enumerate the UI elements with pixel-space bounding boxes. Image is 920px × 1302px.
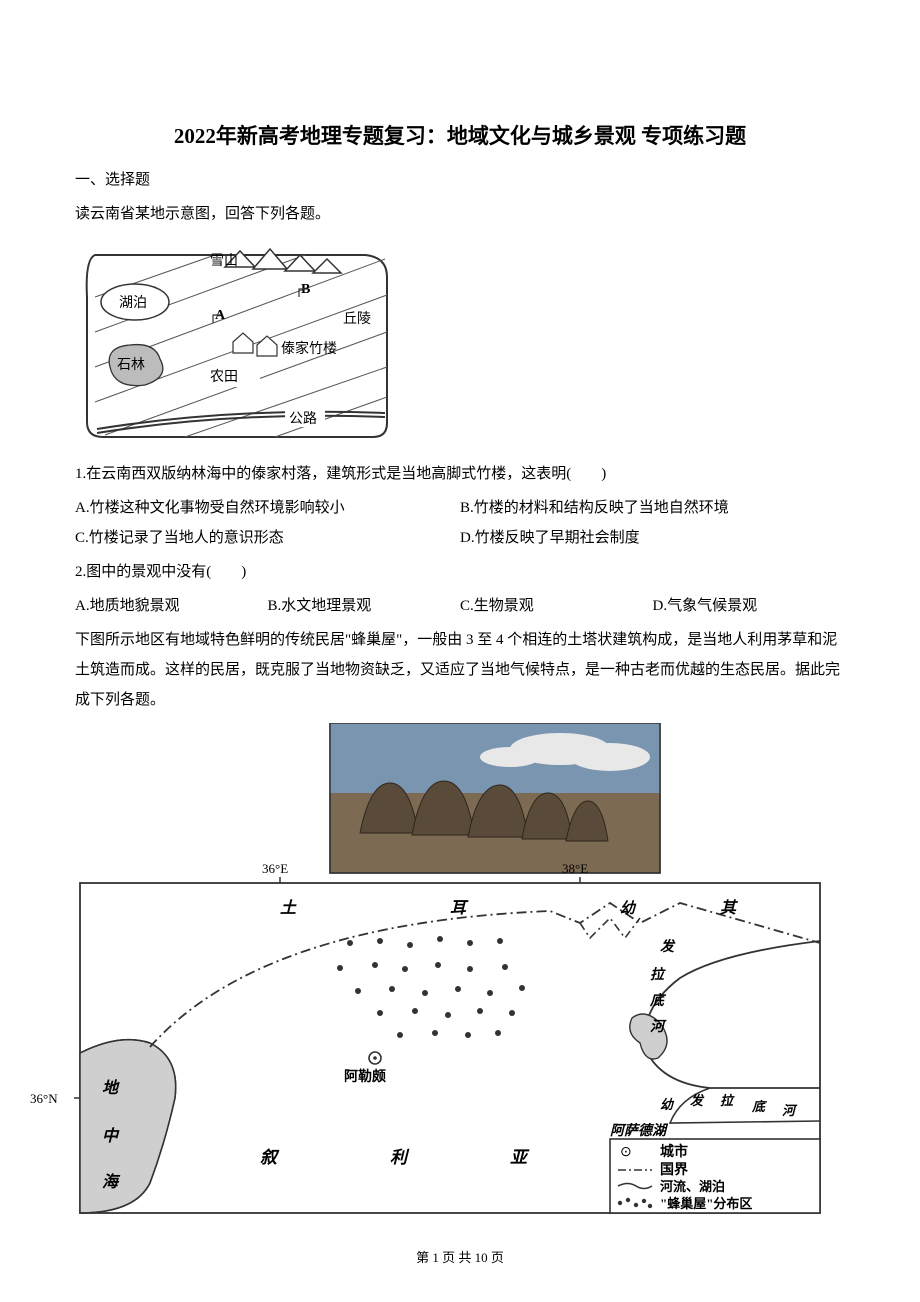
lbl-la: 拉 — [650, 966, 666, 983]
yunnan-map-svg: 雪山 湖泊 A B 石林 傣家竹楼 丘陵 农田 — [75, 237, 395, 447]
figure-2-beehive: 36°E 38°E 36°N 地 中 海 土 耳 — [20, 723, 845, 1223]
lbl-zhong: 中 — [102, 1127, 120, 1145]
label-farm: 农田 — [210, 369, 238, 385]
lbl-di: 地 — [102, 1079, 120, 1097]
q2-opt-d: D.气象气候景观 — [653, 591, 846, 621]
q1-opt-d: D.竹楼反映了早期社会制度 — [460, 523, 845, 553]
lbl-di3b: 拉 — [720, 1093, 735, 1108]
q2-opt-a: A.地质地貌景观 — [75, 591, 268, 621]
q1-opt-b: B.竹楼的材料和结构反映了当地自然环境 — [460, 493, 845, 523]
q1-stem: 1.在云南西双版纳林海中的傣家村落，建筑形式是当地高脚式竹楼，这表明( ) — [75, 459, 845, 489]
intro-text-1: 读云南省某地示意图，回答下列各题。 — [75, 199, 845, 229]
leg-city-sym: ⊙ — [620, 1145, 632, 1160]
q2-stem: 2.图中的景观中没有( ) — [75, 557, 845, 587]
page-title: 2022年新高考地理专题复习：地域文化与城乡景观 专项练习题 — [75, 120, 845, 150]
intro-text-2: 下图所示地区有地域特色鲜明的传统民居"蜂巢屋"，一般由 3 至 4 个相连的土塔… — [75, 625, 845, 715]
label-snow: 雪山 — [210, 253, 238, 269]
lbl-la2: 发 — [690, 1093, 705, 1108]
lbl-38E: 38°E — [562, 861, 588, 876]
q1-options: A.竹楼这种文化事物受自然环境影响较小 B.竹楼的材料和结构反映了当地自然环境 … — [75, 493, 845, 553]
leg-city: 城市 — [660, 1143, 688, 1160]
page-footer: 第 1 页 共 10 页 — [75, 1247, 845, 1266]
lbl-fa: 发 — [660, 938, 676, 955]
lbl-aleppo: 阿勒颇 — [344, 1068, 386, 1085]
leg-dist: "蜂巢屋"分布区 — [660, 1196, 752, 1211]
lbl-you: 幼 — [620, 900, 637, 917]
lbl-fa2: 幼 — [660, 1097, 675, 1112]
q1-opt-c: C.竹楼记录了当地人的意识形态 — [75, 523, 460, 553]
beehive-svg: 36°E 38°E 36°N 地 中 海 土 耳 — [20, 723, 840, 1223]
exam-page: 2022年新高考地理专题复习：地域文化与城乡景观 专项练习题 一、选择题 读云南… — [0, 0, 920, 1296]
lbl-36E: 36°E — [262, 861, 288, 876]
q1-opt-a: A.竹楼这种文化事物受自然环境影响较小 — [75, 493, 460, 523]
label-house: 傣家竹楼 — [281, 340, 337, 357]
q2-opt-c: C.生物景观 — [460, 591, 653, 621]
figure-1-yunnan-map: 雪山 湖泊 A B 石林 傣家竹楼 丘陵 农田 — [75, 237, 845, 447]
lbl-lake-az: 阿萨德湖 — [610, 1122, 669, 1139]
label-road: 公路 — [289, 411, 317, 427]
label-hill: 丘陵 — [343, 311, 371, 327]
lbl-tu: 土 — [280, 899, 297, 917]
lbl-36N: 36°N — [30, 1091, 58, 1106]
leg-border: 国界 — [660, 1162, 689, 1178]
section-heading: 一、选择题 — [75, 168, 845, 189]
label-stone: 石林 — [117, 357, 145, 373]
label-lake: 湖泊 — [119, 295, 147, 311]
q2-options: A.地质地貌景观 B.水文地理景观 C.生物景观 D.气象气候景观 — [75, 591, 845, 621]
leg-river: 河流、湖泊 — [660, 1179, 725, 1194]
q2-opt-b: B.水文地理景观 — [268, 591, 461, 621]
